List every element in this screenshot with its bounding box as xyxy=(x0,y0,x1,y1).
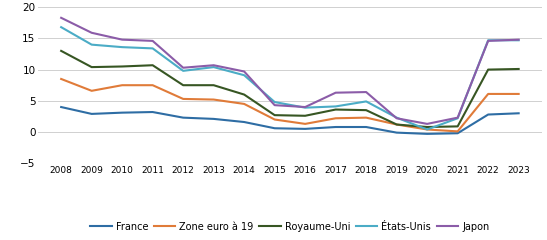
Zone euro à 19 xyxy=(393,123,400,126)
Line: Zone euro à 19: Zone euro à 19 xyxy=(61,79,519,131)
Zone euro à 19 xyxy=(485,92,491,95)
France xyxy=(363,126,369,128)
Royaume-Uni xyxy=(149,64,156,67)
États-Unis xyxy=(455,117,461,120)
Japon xyxy=(211,64,217,67)
Zone euro à 19 xyxy=(424,128,430,131)
Royaume-Uni xyxy=(363,109,369,112)
Line: États-Unis: États-Unis xyxy=(61,27,519,130)
Japon xyxy=(333,91,339,94)
Royaume-Uni xyxy=(302,114,309,117)
France xyxy=(393,131,400,134)
Japon xyxy=(393,117,400,120)
France xyxy=(455,132,461,135)
Line: Royaume-Uni: Royaume-Uni xyxy=(61,51,519,127)
États-Unis xyxy=(241,74,247,77)
États-Unis xyxy=(485,39,491,42)
Zone euro à 19 xyxy=(119,84,125,87)
Japon xyxy=(89,31,95,34)
France xyxy=(149,111,156,114)
Royaume-Uni xyxy=(180,84,187,87)
Japon xyxy=(180,66,187,69)
France xyxy=(89,113,95,115)
Japon xyxy=(363,91,369,94)
Royaume-Uni xyxy=(211,84,217,87)
Line: France: France xyxy=(61,107,519,134)
Japon xyxy=(119,38,125,41)
Japon xyxy=(424,122,430,125)
France xyxy=(119,111,125,114)
Royaume-Uni xyxy=(119,65,125,68)
Zone euro à 19 xyxy=(333,117,339,120)
France xyxy=(180,116,187,119)
France xyxy=(485,113,491,116)
Japon xyxy=(515,38,522,41)
États-Unis xyxy=(180,69,187,72)
États-Unis xyxy=(515,39,522,42)
Japon xyxy=(485,39,491,42)
États-Unis xyxy=(149,47,156,50)
Japon xyxy=(58,16,65,19)
Zone euro à 19 xyxy=(89,89,95,92)
Royaume-Uni xyxy=(515,67,522,70)
Royaume-Uni xyxy=(333,108,339,111)
Zone euro à 19 xyxy=(302,122,309,125)
États-Unis xyxy=(302,106,309,109)
Zone euro à 19 xyxy=(180,97,187,100)
France xyxy=(333,126,339,128)
France xyxy=(241,120,247,123)
Zone euro à 19 xyxy=(271,118,278,121)
Royaume-Uni xyxy=(485,68,491,71)
États-Unis xyxy=(363,100,369,103)
France xyxy=(424,132,430,135)
États-Unis xyxy=(89,43,95,46)
France xyxy=(302,127,309,130)
Royaume-Uni xyxy=(241,93,247,96)
Japon xyxy=(271,104,278,107)
Line: Japon: Japon xyxy=(61,18,519,124)
Japon xyxy=(241,70,247,73)
États-Unis xyxy=(271,101,278,103)
Japon xyxy=(302,106,309,108)
Royaume-Uni xyxy=(455,125,461,128)
Royaume-Uni xyxy=(58,49,65,52)
Royaume-Uni xyxy=(424,126,430,128)
France xyxy=(515,112,522,115)
Zone euro à 19 xyxy=(211,98,217,101)
États-Unis xyxy=(333,105,339,108)
France xyxy=(271,127,278,130)
Zone euro à 19 xyxy=(241,102,247,105)
France xyxy=(58,106,65,108)
États-Unis xyxy=(119,46,125,48)
États-Unis xyxy=(424,128,430,131)
Japon xyxy=(149,39,156,42)
États-Unis xyxy=(58,26,65,29)
Royaume-Uni xyxy=(271,114,278,117)
États-Unis xyxy=(393,116,400,119)
Royaume-Uni xyxy=(89,66,95,69)
Zone euro à 19 xyxy=(149,84,156,87)
France xyxy=(211,117,217,120)
Royaume-Uni xyxy=(393,123,400,126)
Zone euro à 19 xyxy=(515,92,522,95)
États-Unis xyxy=(211,66,217,69)
Legend: France, Zone euro à 19, Royaume-Uni, États-Unis, Japon: France, Zone euro à 19, Royaume-Uni, Éta… xyxy=(86,218,493,236)
Japon xyxy=(455,116,461,119)
Zone euro à 19 xyxy=(455,130,461,133)
Zone euro à 19 xyxy=(363,116,369,119)
Zone euro à 19 xyxy=(58,78,65,80)
